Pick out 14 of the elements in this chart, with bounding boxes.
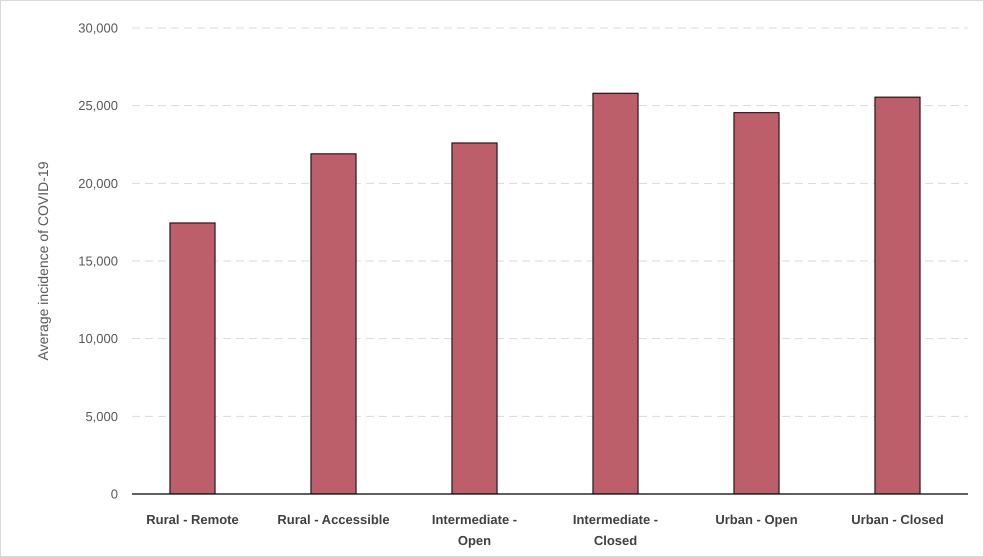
y-tick-label: 10,000 (78, 331, 118, 346)
y-tick-label: 30,000 (78, 20, 118, 36)
x-tick-label: Rural - Accessible (277, 512, 390, 527)
x-tick-label: Intermediate - Open (432, 512, 518, 548)
y-axis-title: Average incidence of COVID-19 (35, 161, 51, 360)
x-tick-label: Urban - Closed (851, 512, 944, 527)
x-tick-label: Intermediate - Closed (572, 512, 658, 548)
x-tick-label: Rural - Remote (146, 512, 239, 527)
y-tick-label: 20,000 (78, 176, 118, 191)
y-tick-label: 25,000 (78, 98, 118, 114)
y-tick-label: 15,000 (78, 254, 118, 269)
y-tick-label: 5,000 (85, 408, 118, 424)
x-tick-label: Urban - Open (715, 512, 798, 527)
y-tick-label: 0 (110, 486, 118, 502)
